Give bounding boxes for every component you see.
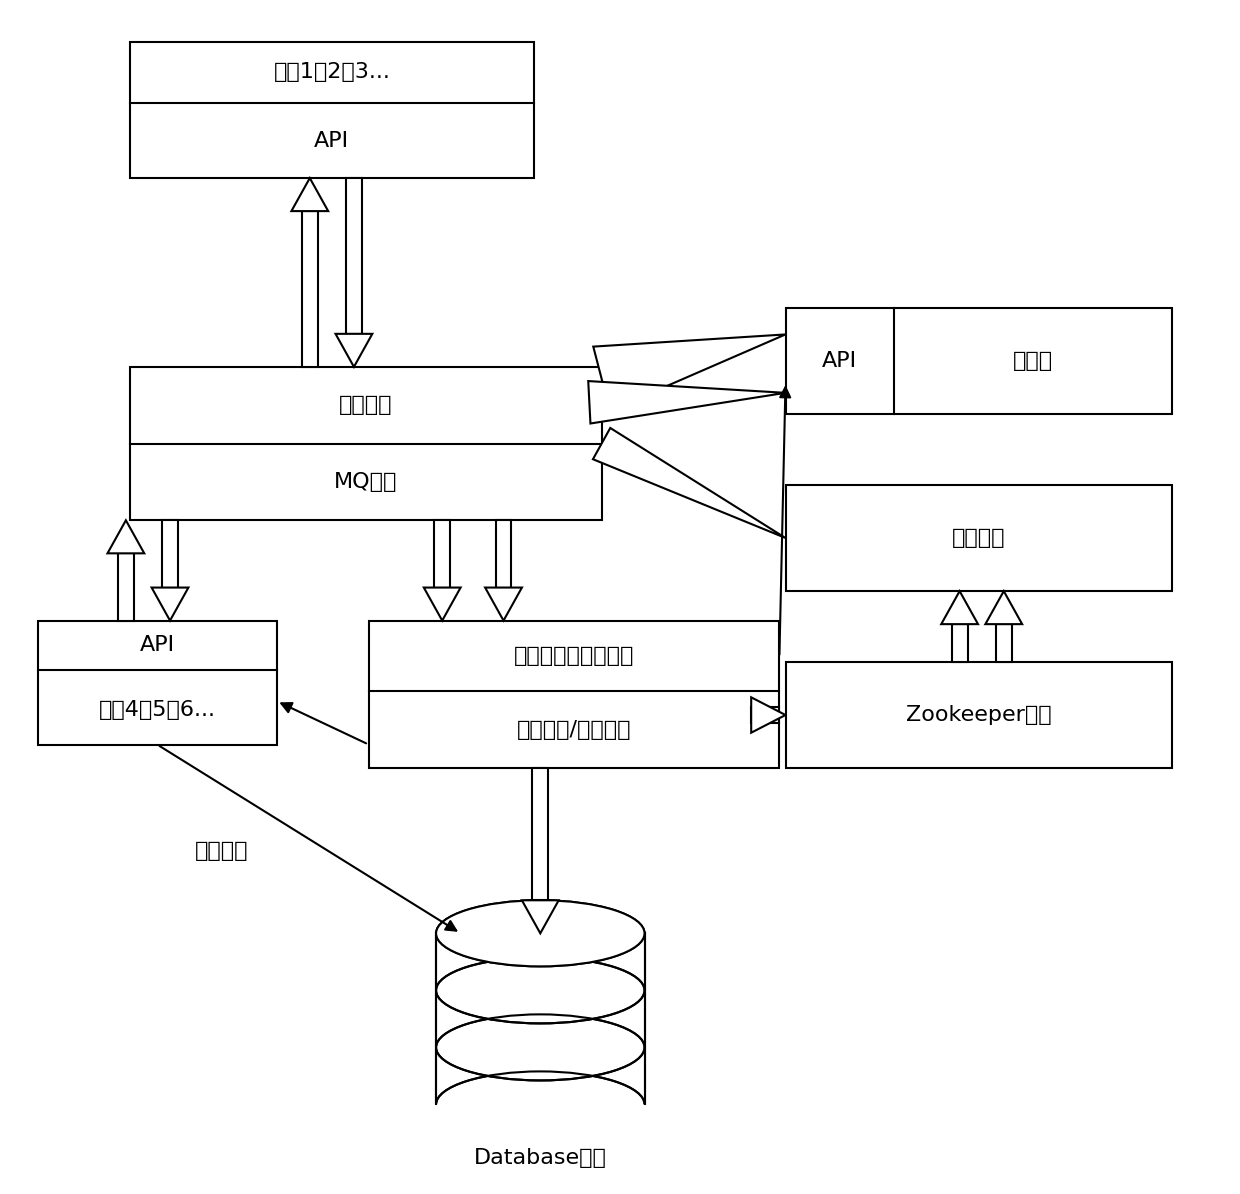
- Polygon shape: [424, 587, 460, 621]
- Polygon shape: [291, 178, 329, 211]
- Ellipse shape: [436, 1015, 645, 1081]
- FancyBboxPatch shape: [430, 1104, 651, 1144]
- Text: Database集群: Database集群: [474, 1147, 606, 1168]
- FancyBboxPatch shape: [301, 211, 317, 367]
- Text: 系统1、2、3...: 系统1、2、3...: [274, 62, 391, 82]
- Polygon shape: [485, 587, 522, 621]
- Text: 历史查询: 历史查询: [195, 841, 248, 861]
- FancyBboxPatch shape: [129, 42, 534, 178]
- Polygon shape: [522, 900, 559, 934]
- Text: API: API: [314, 131, 350, 152]
- FancyBboxPatch shape: [785, 485, 1172, 591]
- FancyBboxPatch shape: [118, 553, 134, 621]
- Polygon shape: [751, 697, 785, 733]
- Text: 监控系统: 监控系统: [952, 528, 1006, 548]
- FancyBboxPatch shape: [434, 521, 450, 587]
- Text: MQ集群: MQ集群: [334, 472, 397, 492]
- Text: 落盘服务/日终补齐: 落盘服务/日终补齐: [517, 720, 631, 740]
- FancyBboxPatch shape: [785, 308, 1172, 414]
- Text: Zookeeper集群: Zookeeper集群: [906, 704, 1052, 725]
- Polygon shape: [593, 334, 785, 411]
- FancyBboxPatch shape: [996, 624, 1012, 661]
- Text: 权限管理: 权限管理: [339, 395, 392, 416]
- Ellipse shape: [436, 900, 645, 966]
- FancyBboxPatch shape: [129, 367, 601, 521]
- Text: 缓存（内存数据库）: 缓存（内存数据库）: [513, 646, 634, 666]
- FancyBboxPatch shape: [368, 621, 780, 768]
- Text: API: API: [140, 635, 175, 656]
- FancyBboxPatch shape: [751, 707, 780, 722]
- Ellipse shape: [436, 1071, 645, 1138]
- FancyBboxPatch shape: [951, 624, 967, 661]
- Polygon shape: [941, 591, 978, 624]
- FancyBboxPatch shape: [162, 521, 179, 587]
- Polygon shape: [151, 587, 188, 621]
- Text: 客户端: 客户端: [1013, 351, 1053, 371]
- Polygon shape: [336, 334, 372, 367]
- Polygon shape: [588, 381, 785, 424]
- Polygon shape: [108, 521, 144, 553]
- Text: API: API: [822, 351, 857, 371]
- Text: 系统4、5、6...: 系统4、5、6...: [99, 700, 216, 720]
- FancyBboxPatch shape: [785, 661, 1172, 768]
- FancyBboxPatch shape: [496, 521, 511, 587]
- FancyBboxPatch shape: [532, 768, 548, 900]
- FancyBboxPatch shape: [436, 934, 645, 1104]
- Polygon shape: [593, 427, 785, 538]
- Ellipse shape: [436, 900, 645, 966]
- FancyBboxPatch shape: [346, 178, 362, 334]
- Polygon shape: [986, 591, 1022, 624]
- Ellipse shape: [436, 958, 645, 1023]
- FancyBboxPatch shape: [37, 621, 277, 745]
